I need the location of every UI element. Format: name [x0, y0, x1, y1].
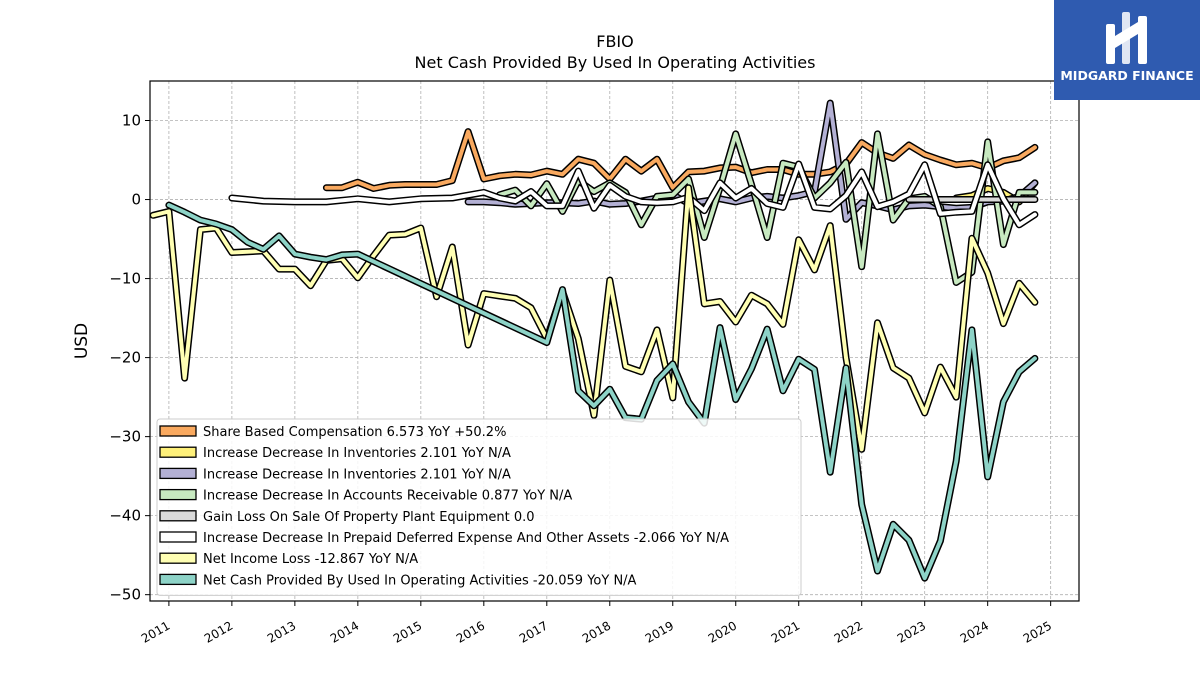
series-0 — [322, 128, 1039, 192]
y-tick-label: −20 — [109, 349, 141, 367]
legend-box — [156, 418, 802, 596]
legend-label: Increase Decrease In Accounts Receivable… — [203, 489, 572, 504]
series-line — [166, 203, 1037, 581]
legend-swatch — [159, 488, 197, 501]
brand-name: MIDGARD FINANCE — [1060, 68, 1194, 83]
legend-swatch — [159, 531, 197, 543]
brand-mark-icon — [1106, 12, 1147, 64]
legend-swatch — [159, 552, 197, 564]
brand-logo: MIDGARD FINANCE — [1054, 0, 1200, 100]
series-line — [229, 162, 1037, 227]
legend-label: Net Cash Provided By Used In Operating A… — [203, 573, 637, 588]
y-tick-label: −50 — [109, 586, 141, 604]
legend-label: Share Based Compensation 6.573 YoY +50.2… — [203, 425, 506, 440]
legend: Share Based Compensation 6.573 YoY +50.2… — [156, 418, 802, 596]
y-tick-label: 0 — [131, 191, 141, 209]
legend-label: Gain Loss On Sale Of Property Plant Equi… — [203, 510, 535, 525]
chart-subtitle: Net Cash Provided By Used In Operating A… — [415, 53, 816, 72]
y-tick-label: −30 — [109, 428, 141, 446]
series-6 — [149, 184, 1039, 453]
y-tick-label: −40 — [109, 507, 141, 525]
series-7 — [165, 201, 1039, 582]
legend-swatch — [159, 446, 197, 458]
legend-label: Increase Decrease In Inventories 2.101 Y… — [203, 446, 511, 461]
plot-frame — [149, 80, 1080, 602]
legend-swatch — [159, 573, 197, 586]
y-axis-label: USD — [72, 323, 92, 359]
legend-label: Net Income Loss -12.867 YoY N/A — [203, 552, 418, 567]
legend-swatch — [159, 467, 197, 480]
series-line — [151, 185, 1037, 452]
y-tick-label: −10 — [109, 270, 141, 288]
series-line — [324, 129, 1037, 191]
series-5 — [228, 160, 1039, 229]
chart-title: FBIO — [596, 32, 634, 51]
legend-label: Increase Decrease In Prepaid Deferred Ex… — [203, 531, 729, 546]
legend-swatch — [159, 425, 197, 437]
y-tick-label: 10 — [122, 112, 141, 130]
legend-swatch — [159, 510, 197, 522]
series-lines — [149, 99, 1039, 582]
legend-label: Increase Decrease In Inventories 2.101 Y… — [203, 467, 511, 482]
